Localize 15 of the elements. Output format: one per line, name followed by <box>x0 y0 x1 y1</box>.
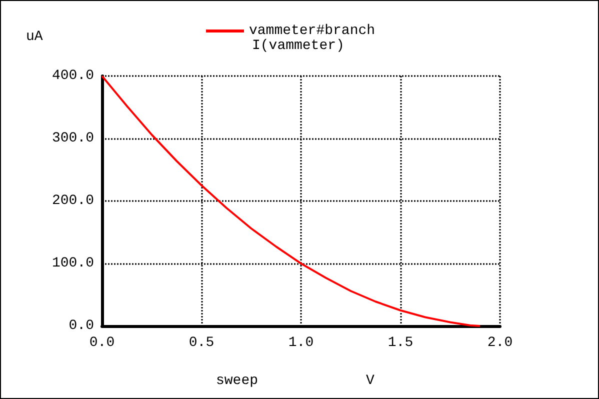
y-tick-label: 200.0 <box>52 193 94 209</box>
x-tick-label: 1.5 <box>388 335 414 351</box>
x-axis-title: sweep <box>216 373 258 389</box>
x-tick-label: 2.0 <box>487 335 513 351</box>
text: V <box>366 373 375 389</box>
y-axis-title: uA <box>26 29 44 45</box>
y-tick-label: 0.0 <box>68 318 94 334</box>
y-tick-label: 300.0 <box>52 130 94 146</box>
y-tick-label: 400.0 <box>52 68 94 84</box>
legend-label: vammeter#branch <box>249 23 376 39</box>
x-tick-label: 1.0 <box>288 335 314 351</box>
x-tick-label: 0.0 <box>89 335 115 351</box>
y-tick-label: 100.0 <box>52 256 94 272</box>
chart-subtitle: I(vammeter) <box>252 38 344 54</box>
x-tick-label: 0.5 <box>188 335 214 351</box>
